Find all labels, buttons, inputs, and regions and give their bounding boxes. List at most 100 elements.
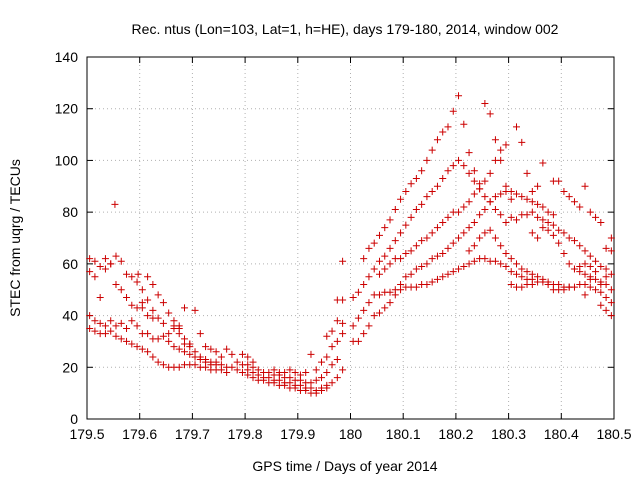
data-point: [333, 337, 341, 345]
y-tick-label: 140: [55, 49, 79, 65]
data-point: [502, 250, 510, 258]
data-point: [428, 187, 436, 195]
data-point: [86, 325, 94, 332]
data-point: [144, 330, 152, 338]
data-point: [592, 286, 600, 294]
data-point: [528, 198, 536, 206]
data-point: [328, 327, 336, 335]
data-point: [233, 366, 241, 374]
data-point: [433, 182, 441, 190]
data-point: [444, 213, 452, 221]
data-point: [507, 268, 515, 276]
data-point: [576, 203, 584, 211]
data-point: [265, 368, 273, 376]
data-point: [391, 237, 399, 245]
data-point: [249, 374, 257, 382]
data-point: [592, 268, 600, 276]
data-point: [428, 229, 436, 237]
data-point: [449, 268, 457, 276]
data-point: [455, 208, 463, 216]
data-point: [528, 281, 536, 289]
data-point: [328, 361, 336, 369]
data-point: [555, 226, 563, 234]
data-point: [244, 371, 252, 379]
data-point: [86, 268, 94, 276]
data-point: [386, 260, 394, 268]
data-point: [397, 255, 405, 263]
data-point: [381, 252, 389, 260]
data-point: [497, 260, 505, 268]
data-point: [386, 299, 394, 307]
data-point: [133, 278, 141, 286]
data-point: [481, 255, 489, 263]
data-point: [112, 322, 120, 330]
data-point: [518, 273, 526, 281]
data-point: [528, 229, 536, 237]
data-point: [175, 363, 183, 371]
data-point: [133, 322, 141, 330]
data-point: [128, 273, 136, 281]
data-point: [423, 234, 431, 242]
data-point: [402, 273, 410, 281]
data-point: [281, 368, 289, 376]
x-tick-label: 179.9: [280, 426, 315, 442]
data-point: [607, 270, 615, 278]
x-tick-label: 179.7: [175, 426, 210, 442]
data-points: [86, 92, 615, 397]
data-point: [534, 200, 542, 208]
data-point: [576, 262, 584, 270]
data-point: [202, 358, 210, 366]
data-point: [481, 206, 489, 214]
data-point: [607, 286, 615, 294]
data-point: [186, 350, 194, 358]
data-point: [423, 193, 431, 201]
data-point: [565, 234, 573, 242]
data-point: [602, 273, 610, 281]
data-point: [381, 304, 389, 312]
data-point: [149, 353, 157, 361]
data-point: [365, 273, 373, 281]
data-point: [418, 262, 426, 270]
data-point: [128, 301, 136, 309]
data-point: [144, 348, 152, 356]
data-point: [144, 312, 152, 320]
data-point: [291, 368, 299, 376]
data-point: [476, 234, 484, 242]
x-axis-label: GPS time / Days of year 2014: [252, 458, 437, 474]
data-point: [165, 309, 173, 317]
data-point: [497, 242, 505, 250]
data-point: [581, 182, 589, 190]
data-point: [491, 206, 499, 214]
data-point: [133, 343, 141, 351]
data-point: [455, 156, 463, 164]
data-point: [523, 169, 531, 177]
data-point: [96, 262, 104, 270]
data-point: [307, 379, 315, 387]
data-point: [138, 304, 146, 312]
data-point: [381, 265, 389, 273]
data-point: [444, 167, 452, 175]
data-point: [486, 226, 494, 234]
data-point: [323, 353, 331, 361]
data-point: [159, 299, 167, 307]
data-point: [349, 293, 357, 301]
y-tick-label: 40: [62, 308, 78, 324]
data-point: [481, 193, 489, 201]
data-point: [270, 366, 278, 374]
data-point: [465, 198, 473, 206]
data-point: [354, 288, 362, 296]
data-point: [607, 312, 615, 320]
data-point: [101, 255, 109, 263]
data-point: [381, 224, 389, 232]
data-point: [528, 187, 536, 195]
data-point: [365, 299, 373, 307]
data-point: [607, 247, 615, 255]
data-point: [602, 306, 610, 314]
data-point: [370, 265, 378, 273]
data-point: [312, 389, 320, 397]
data-point: [460, 162, 468, 170]
data-point: [491, 257, 499, 265]
data-point: [486, 198, 494, 206]
data-point: [112, 252, 120, 260]
